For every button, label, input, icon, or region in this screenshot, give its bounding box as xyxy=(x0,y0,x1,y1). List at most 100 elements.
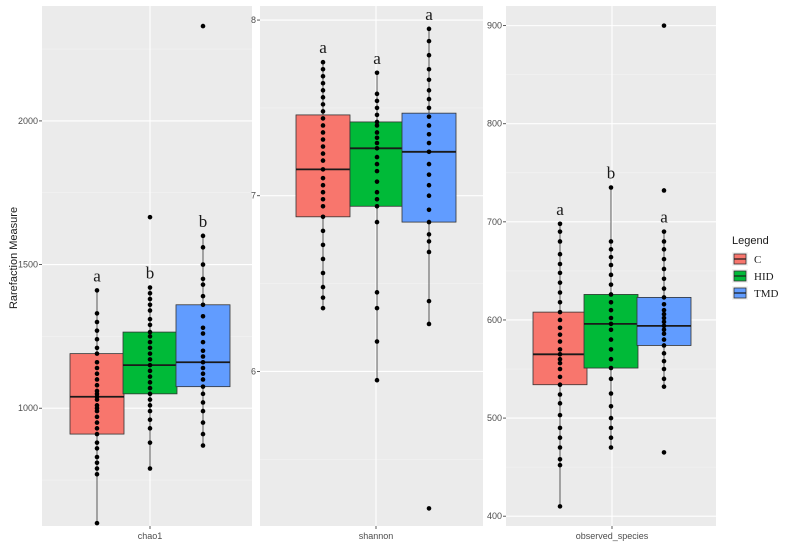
box-tmd: a xyxy=(401,5,457,511)
data-point xyxy=(557,356,563,362)
data-point xyxy=(661,295,667,300)
data-point xyxy=(94,520,100,526)
significance-label: a xyxy=(319,38,327,57)
data-point xyxy=(557,261,563,267)
data-point xyxy=(661,301,667,307)
data-point xyxy=(320,270,326,276)
box-hid: b xyxy=(122,214,178,471)
legend-label: HID xyxy=(754,271,774,283)
data-point xyxy=(661,319,667,325)
data-point xyxy=(320,228,326,234)
data-point xyxy=(147,214,153,220)
data-point xyxy=(661,450,667,455)
data-point xyxy=(661,366,667,372)
panel-background xyxy=(260,6,483,526)
y-tick-label: 700 xyxy=(487,217,502,227)
data-point xyxy=(661,307,667,313)
data-point xyxy=(374,91,380,97)
data-point xyxy=(374,112,380,118)
data-point xyxy=(557,352,563,357)
data-point xyxy=(426,239,432,244)
legend: Legend C HID TMD xyxy=(732,235,779,300)
data-point xyxy=(320,256,326,262)
data-point xyxy=(320,66,326,72)
data-point xyxy=(557,290,563,295)
data-point xyxy=(320,109,326,114)
significance-label: a xyxy=(425,5,433,24)
data-point xyxy=(661,256,667,262)
data-point xyxy=(608,337,614,342)
data-point xyxy=(147,385,153,391)
data-point xyxy=(608,391,614,396)
y-tick-label: 800 xyxy=(487,119,502,129)
x-tick-label: shannon xyxy=(359,531,394,541)
data-point xyxy=(147,316,153,322)
data-point xyxy=(608,262,614,268)
data-point xyxy=(94,414,100,420)
data-point xyxy=(94,426,100,431)
y-tick-label: 1000 xyxy=(18,403,38,413)
data-point xyxy=(200,359,206,365)
y-axis-label: Rarefaction Measure xyxy=(8,207,20,309)
data-point xyxy=(661,327,667,333)
legend-item-tmd: TMD xyxy=(732,286,779,300)
data-point xyxy=(557,504,563,509)
data-point xyxy=(94,377,100,382)
panel-observed-species: 400 500 600 700 800 900 observed_species a b a xyxy=(487,6,716,541)
data-point xyxy=(200,339,206,345)
data-point xyxy=(94,420,100,425)
y-tick-label: 6 xyxy=(251,366,256,376)
data-point xyxy=(94,359,100,365)
data-point xyxy=(608,300,614,305)
data-point xyxy=(608,315,614,321)
data-point xyxy=(608,425,614,431)
data-point xyxy=(426,77,432,83)
data-point xyxy=(320,305,326,311)
data-point xyxy=(557,270,563,276)
data-point xyxy=(147,408,153,414)
data-point xyxy=(661,266,667,272)
data-point xyxy=(426,219,432,225)
data-point xyxy=(557,392,563,397)
box-iqr xyxy=(401,112,457,223)
data-point xyxy=(320,196,326,202)
data-point xyxy=(374,140,380,146)
data-point xyxy=(426,249,432,255)
data-point xyxy=(557,462,563,468)
data-point xyxy=(374,179,380,184)
data-point xyxy=(557,309,563,315)
data-point xyxy=(94,336,100,342)
data-point xyxy=(661,229,667,234)
significance-label: b xyxy=(146,264,155,283)
data-point xyxy=(661,331,667,336)
data-point xyxy=(557,280,563,285)
data-point xyxy=(200,276,206,282)
data-point xyxy=(374,203,380,209)
data-point xyxy=(374,168,380,174)
data-point xyxy=(147,322,153,328)
data-point xyxy=(320,59,326,65)
data-point xyxy=(426,207,432,213)
data-point xyxy=(374,135,380,141)
significance-label: a xyxy=(660,208,668,227)
data-point xyxy=(94,345,100,351)
data-point xyxy=(661,311,667,317)
data-point xyxy=(608,356,614,362)
data-point xyxy=(200,348,206,354)
data-point xyxy=(94,319,100,325)
data-point xyxy=(426,232,432,237)
significance-label: a xyxy=(93,266,101,285)
data-point xyxy=(426,88,432,93)
data-point xyxy=(320,295,326,300)
data-point xyxy=(608,247,614,252)
data-point xyxy=(94,431,100,437)
data-point xyxy=(147,334,153,339)
data-point xyxy=(320,175,326,181)
significance-label: b xyxy=(607,164,616,183)
data-point xyxy=(374,98,380,104)
data-point xyxy=(320,137,326,142)
panel-background xyxy=(42,6,252,526)
legend-title: Legend xyxy=(732,235,769,247)
data-point xyxy=(426,140,432,146)
